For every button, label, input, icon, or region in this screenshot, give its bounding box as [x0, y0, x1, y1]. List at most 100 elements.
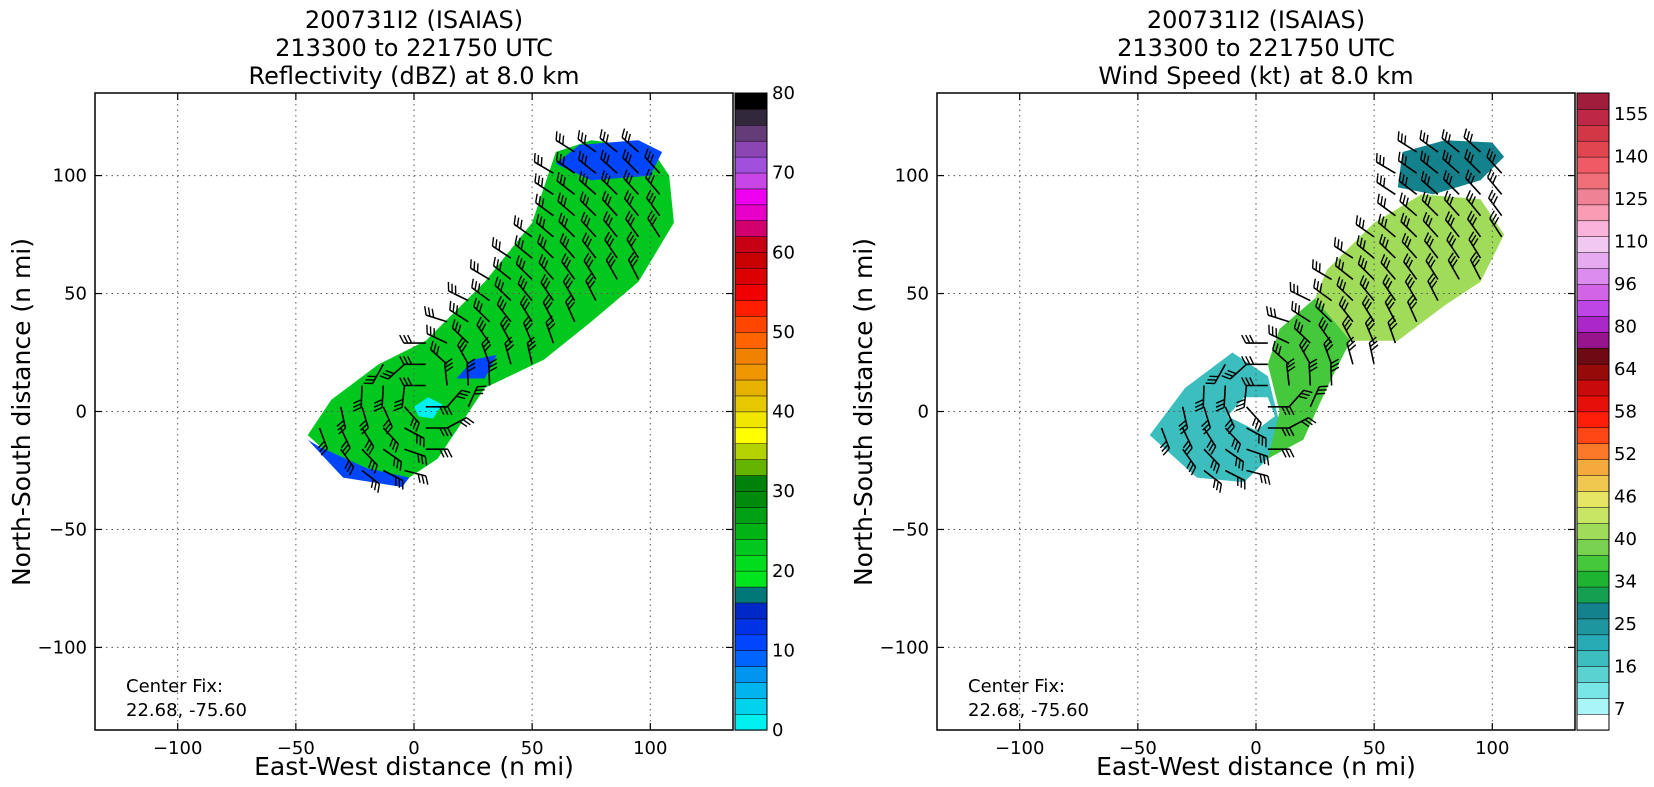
wind-barb — [1397, 131, 1418, 153]
wind-barb — [542, 294, 555, 323]
colorbar-segment — [1576, 315, 1610, 333]
colorbar-segment — [1576, 188, 1610, 206]
colorbar-segment — [1576, 634, 1610, 652]
wind-barb — [361, 448, 378, 474]
colorbar-segment — [734, 411, 768, 429]
wind-barb — [488, 358, 498, 386]
colorbar-segment — [1576, 299, 1610, 317]
wind-barb — [1442, 170, 1460, 195]
colorbar-segment — [734, 459, 768, 476]
colorbar-segment — [734, 586, 768, 604]
x-tick-label: −50 — [1119, 738, 1157, 759]
colorbar-segment — [1576, 443, 1610, 460]
colorbar-segment — [1576, 252, 1610, 269]
colorbar-segment — [1576, 283, 1610, 301]
wind-barb — [1194, 385, 1205, 412]
colorbar-segment — [734, 650, 768, 667]
wind-barb — [1375, 152, 1396, 174]
colorbar-segment — [1576, 713, 1610, 731]
wind-barb — [526, 336, 537, 365]
colorbar-segment — [1576, 204, 1610, 222]
wind-barb — [1245, 406, 1262, 432]
wind-barb — [1488, 189, 1503, 217]
colorbar-tick-label: 110 — [1614, 232, 1648, 253]
wind-barb — [361, 469, 381, 493]
wind-barb — [1355, 215, 1375, 238]
wind-barb — [1444, 211, 1460, 238]
wind-barb — [1399, 192, 1418, 217]
y-tick-label: −100 — [880, 637, 929, 658]
colorbar-segment — [734, 506, 768, 524]
wind-barb — [1246, 448, 1270, 466]
colorbar-segment — [1576, 156, 1610, 174]
panel-title-line2: 213300 to 221750 UTC — [1117, 34, 1395, 62]
wind-barb — [404, 448, 428, 466]
wind-barb — [1377, 193, 1396, 217]
wind-barb — [494, 276, 512, 302]
colorbar-segment — [734, 634, 768, 652]
colorbar-tick-label: 155 — [1614, 104, 1648, 125]
colorbar-tick-label: 46 — [1614, 486, 1637, 507]
colorbar-tick-label: 80 — [1614, 317, 1637, 338]
wind-barb — [363, 363, 384, 385]
wind-barb — [473, 297, 491, 323]
wind-barb — [1308, 358, 1318, 386]
wind-barb — [519, 295, 533, 323]
panel-title-line1: 200731I2 (ISAIAS) — [1147, 6, 1365, 34]
wind-barb — [1293, 319, 1311, 344]
wind-barb — [499, 315, 512, 344]
colorbar-segment — [734, 474, 768, 492]
colorbar-tick-label: 20 — [772, 561, 795, 582]
wind-barb — [1376, 173, 1396, 196]
colorbar-segment — [1576, 395, 1610, 413]
wind-barb — [1266, 306, 1290, 323]
wind-barb — [446, 416, 475, 429]
colorbar-tick-label: 40 — [772, 402, 795, 423]
wind-barb — [1487, 168, 1503, 195]
wind-barb — [1469, 252, 1482, 280]
wind-barb — [561, 253, 576, 280]
center-fix-label: Center Fix: — [968, 676, 1065, 697]
wind-barb — [1425, 252, 1439, 280]
center-fix-label: Center Fix: — [126, 676, 223, 697]
wind-barb — [1420, 150, 1439, 174]
colorbar-segment — [1576, 602, 1610, 620]
colorbar-segment — [734, 283, 768, 301]
wind-barb — [1291, 300, 1311, 323]
wind-barb — [1224, 406, 1235, 435]
colorbar-frame — [734, 92, 768, 731]
x-tick-label: 100 — [1475, 738, 1509, 759]
x-tick-label: 0 — [408, 738, 419, 759]
windspeed-field — [1149, 140, 1505, 483]
colorbar-segment — [734, 618, 768, 636]
wind-barb — [537, 233, 554, 259]
wind-barb — [425, 427, 453, 437]
wind-barb — [336, 406, 347, 435]
panel-title-line3: Reflectivity (dBZ) at 8.0 km — [249, 62, 580, 90]
colorbar-tick-label: 140 — [1614, 147, 1648, 168]
colorbar-segment — [1576, 331, 1610, 349]
colorbar-tick-label: 70 — [772, 163, 795, 184]
wind-barb — [585, 273, 597, 301]
field-region — [307, 140, 674, 483]
wind-barb — [379, 363, 406, 380]
wind-barb — [1443, 190, 1460, 217]
colorbar-tick-labels: 0 10 20 30 40 50 60 70 80 — [772, 83, 795, 741]
y-tick-label: 100 — [895, 166, 929, 187]
colorbar-segment — [734, 666, 768, 683]
colorbar-segment — [1576, 124, 1610, 142]
wind-barb — [425, 405, 453, 416]
wind-barb — [1313, 278, 1333, 302]
wind-barb — [535, 213, 554, 238]
colorbar-segment — [1576, 666, 1610, 683]
wind-barb — [555, 131, 576, 153]
colorbar-segment — [734, 347, 768, 365]
wind-barb — [1315, 297, 1333, 323]
grid-lines — [937, 93, 1575, 730]
colorbar-tick-label: 52 — [1614, 444, 1637, 465]
y-tick-label: −100 — [38, 637, 87, 658]
wind-barb — [1267, 405, 1295, 416]
wind-barb — [515, 255, 533, 280]
y-tick-labels: −100 −50 0 50 100 — [880, 166, 1575, 658]
